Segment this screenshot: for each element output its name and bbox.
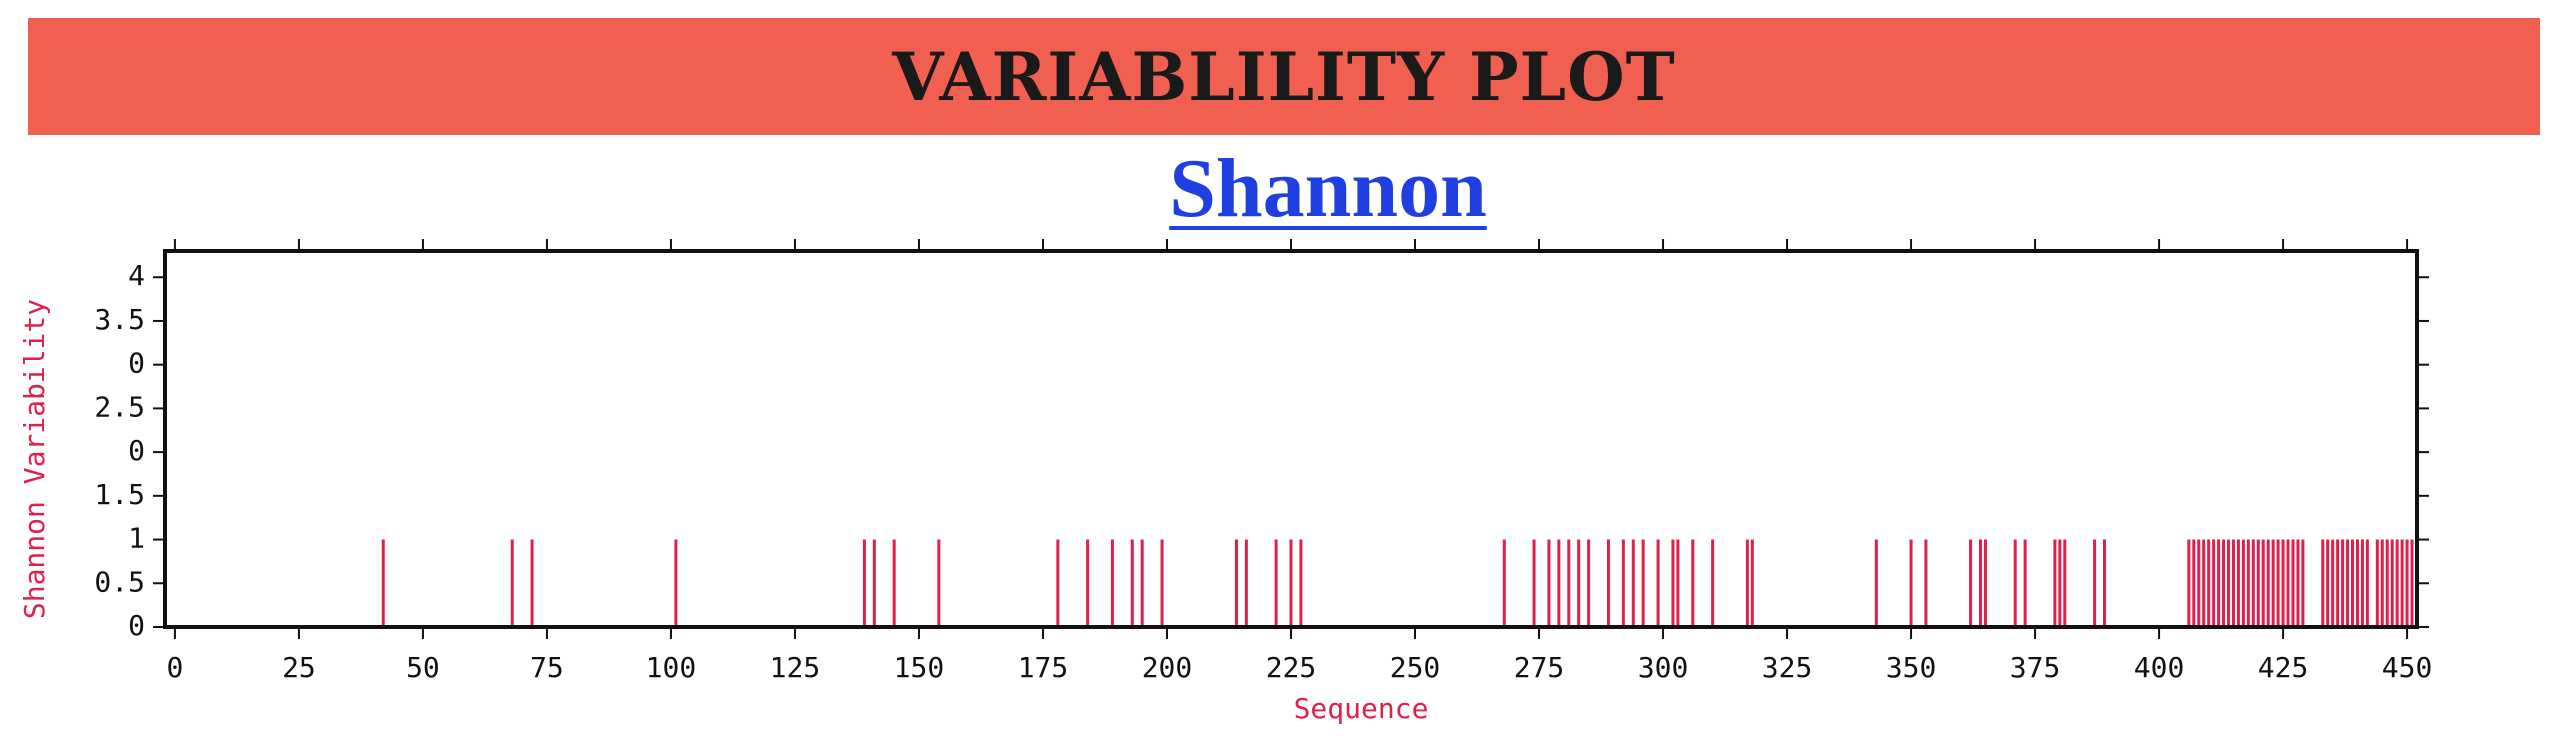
x-tick-label: 425 bbox=[2258, 651, 2309, 684]
plot-frame bbox=[163, 249, 2419, 629]
x-tick-label: 50 bbox=[406, 651, 440, 684]
x-tick-label: 125 bbox=[770, 651, 821, 684]
header-banner: VARIABLILITY PLOT bbox=[28, 18, 2540, 135]
x-tick-label: 75 bbox=[530, 651, 564, 684]
x-tick-label: 325 bbox=[1762, 651, 1813, 684]
x-tick-label: 450 bbox=[2382, 651, 2433, 684]
x-tick-label: 400 bbox=[2134, 651, 2185, 684]
x-axis-label: Sequence bbox=[1294, 692, 1429, 725]
y-tick-label: 0 bbox=[128, 434, 145, 467]
x-tick-label: 350 bbox=[1886, 651, 1937, 684]
y-tick-label: 3.5 bbox=[94, 303, 145, 336]
x-tick-label: 100 bbox=[646, 651, 697, 684]
y-tick-label: 0 bbox=[128, 347, 145, 380]
y-tick-label: 2.5 bbox=[94, 390, 145, 423]
header-title: VARIABLILITY PLOT bbox=[892, 37, 1676, 116]
x-tick-label: 175 bbox=[1018, 651, 1069, 684]
y-tick-label: 4 bbox=[128, 259, 145, 292]
x-tick-label: 250 bbox=[1390, 651, 1441, 684]
y-tick-label: 1 bbox=[128, 522, 145, 555]
y-tick-label: 0.5 bbox=[94, 565, 145, 598]
x-tick-label: 375 bbox=[2010, 651, 2061, 684]
link-row: Shannon bbox=[0, 140, 2560, 237]
x-tick-label: 0 bbox=[166, 651, 183, 684]
y-tick-label: 0 bbox=[128, 609, 145, 642]
x-tick-label: 200 bbox=[1142, 651, 1193, 684]
x-tick-label: 275 bbox=[1514, 651, 1565, 684]
x-tick-label: 225 bbox=[1266, 651, 1317, 684]
y-axis-label: Shannon Variability bbox=[18, 299, 51, 619]
y-tick-label: 1.5 bbox=[94, 478, 145, 511]
x-tick-label: 25 bbox=[282, 651, 316, 684]
shannon-link[interactable]: Shannon bbox=[1169, 142, 1487, 235]
x-tick-label: 150 bbox=[894, 651, 945, 684]
x-tick-label: 300 bbox=[1638, 651, 1689, 684]
